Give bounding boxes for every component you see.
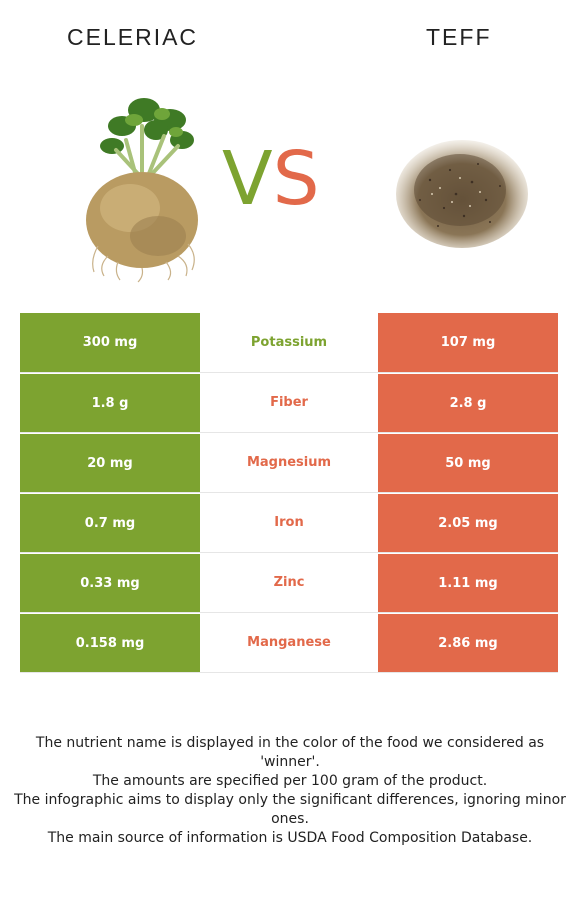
left-value: 300 mg	[20, 313, 200, 372]
nutrient-name: Fiber	[200, 373, 378, 432]
table-row: 0.7 mg Iron 2.05 mg	[20, 493, 558, 553]
teff-grain-image	[396, 140, 528, 248]
right-value: 50 mg	[378, 433, 558, 492]
left-value: 1.8 g	[20, 373, 200, 432]
right-value: 1.11 mg	[378, 553, 558, 612]
footer-notes: The nutrient name is displayed in the co…	[14, 734, 566, 848]
left-value: 20 mg	[20, 433, 200, 492]
nutrient-name: Magnesium	[200, 433, 378, 492]
right-value: 2.86 mg	[378, 613, 558, 672]
table-row: 20 mg Magnesium 50 mg	[20, 433, 558, 493]
right-value: 2.05 mg	[378, 493, 558, 552]
table-row: 0.158 mg Manganese 2.86 mg	[20, 613, 558, 673]
celeriac-image	[86, 98, 198, 283]
vs-s: S	[272, 136, 320, 222]
versus-label: VS	[222, 142, 320, 216]
table-row: 300 mg Potassium 107 mg	[20, 313, 558, 373]
footer-line: The infographic aims to display only the…	[14, 792, 566, 827]
right-value: 2.8 g	[378, 373, 558, 432]
left-value: 0.7 mg	[20, 493, 200, 552]
nutrient-name: Zinc	[200, 553, 378, 612]
nutrient-comparison-table: 300 mg Potassium 107 mg 1.8 g Fiber 2.8 g 20 m…	[20, 313, 558, 673]
nutrient-name: Iron	[200, 493, 378, 552]
footer-line: The amounts are specified per 100 gram o…	[92, 773, 488, 789]
footer-line: The main source of information is USDA F…	[47, 830, 533, 846]
right-value: 107 mg	[378, 313, 558, 372]
nutrient-name: Manganese	[200, 613, 378, 672]
nutrient-name: Potassium	[200, 313, 378, 372]
footer-line: The nutrient name is displayed in the co…	[35, 735, 545, 770]
table-row: 0.33 mg Zinc 1.11 mg	[20, 553, 558, 613]
left-value: 0.158 mg	[20, 613, 200, 672]
left-value: 0.33 mg	[20, 553, 200, 612]
left-food-title: CELERIAC	[67, 24, 199, 50]
table-row: 1.8 g Fiber 2.8 g	[20, 373, 558, 433]
right-food-title: TEFF	[426, 24, 492, 50]
vs-v: V	[222, 136, 273, 222]
